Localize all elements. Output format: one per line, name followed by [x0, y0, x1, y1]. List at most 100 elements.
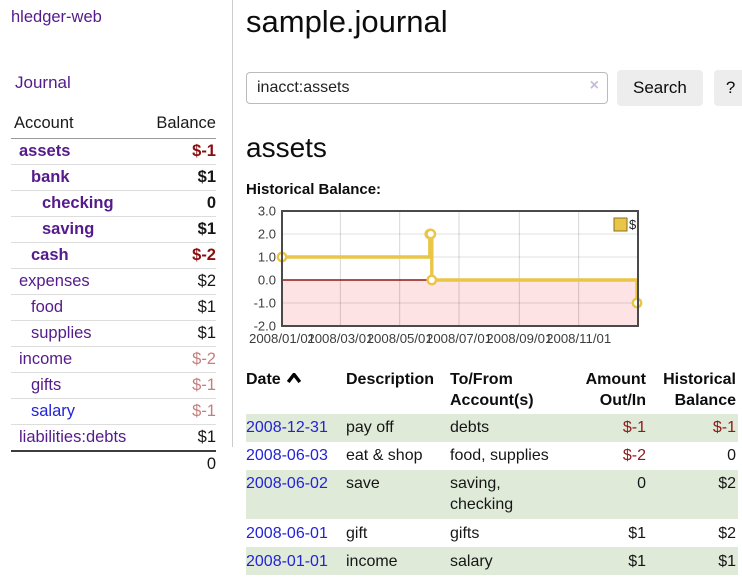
transaction-description: save [346, 475, 380, 493]
historical-balance-chart: 3.0 2.0 1.0 0.0 -1.0 -2.02008/01/012008/03/01… [249, 204, 643, 346]
svg-text:2008/07/01: 2008/07/01 [426, 331, 492, 346]
transaction-accounts: salary [450, 552, 493, 570]
account-balance: 0 [143, 190, 216, 217]
svg-text:2008/01/01: 2008/01/01 [249, 331, 315, 346]
account-row: food $1 [11, 294, 216, 321]
transaction-date-link[interactable]: 2008-06-01 [246, 524, 328, 542]
search-button[interactable]: Search [617, 70, 703, 106]
search-input[interactable] [246, 72, 608, 104]
svg-text:0.0: 0.0 [258, 273, 276, 288]
transaction-balance: 0 [727, 447, 736, 465]
transaction-row: 2008-12-31 pay off debts $-1 $-1 [246, 413, 738, 442]
accounts-total-row: 0 [11, 450, 216, 477]
transaction-accounts: debts [450, 419, 490, 437]
transaction-balance: $2 [718, 475, 736, 493]
register-col-amount: Amount Out/In [585, 371, 646, 409]
transaction-date-link[interactable]: 2008-06-03 [246, 447, 328, 465]
account-link-bank[interactable]: bank [31, 168, 70, 186]
transaction-description: pay off [346, 419, 394, 437]
transaction-description: gift [346, 524, 368, 542]
account-row: expenses $2 [11, 268, 216, 295]
account-balance: $1 [143, 294, 216, 321]
transaction-amount: $1 [628, 552, 646, 570]
transaction-row: 2008-06-02 save saving, checking 0 $2 [246, 469, 738, 520]
transaction-date-link[interactable]: 2008-06-02 [246, 475, 328, 493]
account-balance: $-1 [192, 142, 216, 160]
transaction-description: income [346, 552, 398, 570]
account-link-gifts[interactable]: gifts [31, 376, 62, 394]
accounts-col-balance: Balance [143, 112, 216, 139]
page-title: sample.journal [246, 4, 448, 39]
app-title-link[interactable]: hledger-web [11, 8, 102, 26]
account-row: salary $-1 [11, 398, 216, 425]
account-link-income[interactable]: income [19, 350, 73, 368]
register-col-accounts: To/From Account(s) [450, 371, 534, 409]
transaction-amount: 0 [637, 475, 646, 493]
legend-label: $ [629, 217, 637, 232]
svg-text:1.0: 1.0 [258, 250, 276, 265]
register-col-description: Description [346, 371, 435, 388]
accounts-col-account: Account [11, 112, 144, 139]
account-link-checking[interactable]: checking [42, 194, 114, 212]
register-col-date[interactable]: Date [246, 368, 346, 414]
account-balance: $1 [143, 424, 216, 451]
register-header-row: Date Description To/From Account(s) Amou… [246, 368, 738, 414]
transaction-date-link[interactable]: 2008-12-31 [246, 419, 328, 437]
account-row: bank $1 [11, 164, 216, 191]
account-link-assets[interactable]: assets [19, 142, 71, 160]
account-row: income $-2 [11, 346, 216, 373]
transaction-balance: $1 [718, 552, 736, 570]
transaction-row: 2008-01-01 income salary $1 $1 [246, 547, 738, 576]
svg-text:-1.0: -1.0 [254, 296, 276, 311]
clear-search-icon[interactable]: × [589, 77, 599, 94]
account-link-liabilities-debts[interactable]: liabilities:debts [19, 428, 127, 446]
account-link-salary[interactable]: salary [31, 402, 76, 420]
transaction-amount: $-2 [622, 447, 646, 465]
account-balance: $2 [143, 268, 216, 295]
svg-text:2008/11/01: 2008/11/01 [546, 331, 611, 346]
svg-text:2008/09/01: 2008/09/01 [486, 331, 552, 346]
account-balance: $-2 [143, 346, 216, 373]
account-link-food[interactable]: food [31, 298, 64, 316]
transaction-amount: $1 [628, 524, 646, 542]
search-bar: × Search ? [246, 70, 742, 106]
account-link-cash[interactable]: cash [31, 246, 69, 264]
svg-text:2008/05/01: 2008/05/01 [367, 331, 433, 346]
svg-text:-2.0: -2.0 [254, 319, 276, 334]
account-row: saving $1 [11, 216, 216, 243]
help-button[interactable]: ? [713, 70, 742, 106]
account-balance: $-1 [143, 398, 216, 425]
account-link-saving[interactable]: saving [42, 220, 95, 238]
account-link-expenses[interactable]: expenses [19, 272, 90, 290]
sidebar: hledger-web Journal Account Balance asse… [0, 0, 233, 477]
main-content: sample.journal × Search ? assets Histori… [233, 0, 742, 576]
account-heading: assets [246, 132, 327, 163]
account-link-supplies[interactable]: supplies [31, 324, 92, 342]
transaction-balance: $2 [718, 524, 736, 542]
svg-text:2.0: 2.0 [258, 227, 276, 242]
register-col-balance: Historical Balance [663, 371, 736, 409]
search-input-wrap: × [246, 72, 608, 104]
account-balance: $1 [143, 164, 216, 191]
legend-swatch [613, 217, 628, 232]
transaction-date-link[interactable]: 2008-01-01 [246, 552, 328, 570]
account-row: checking 0 [11, 190, 216, 217]
account-row: gifts $-1 [11, 372, 216, 399]
transaction-accounts: gifts [450, 524, 480, 542]
account-row: cash $-2 [11, 242, 216, 269]
transaction-row: 2008-06-03 eat & shop food, supplies $-2 0 [246, 442, 738, 470]
transaction-row: 2008-06-01 gift gifts $1 $2 [246, 519, 738, 547]
sidebar-item-journal[interactable]: Journal [15, 73, 71, 92]
transaction-accounts: food, supplies [450, 447, 549, 465]
transaction-balance: $-1 [712, 419, 736, 437]
account-balance: $-2 [143, 242, 216, 269]
account-balance: $-1 [143, 372, 216, 399]
register-table: Date Description To/From Account(s) Amou… [246, 368, 738, 576]
chart-section-label: Historical Balance: [246, 181, 382, 198]
transaction-description: eat & shop [346, 447, 423, 465]
account-balance: $1 [143, 320, 216, 347]
account-balance: $1 [143, 216, 216, 243]
transaction-amount: $-1 [622, 419, 646, 437]
account-row: assets $-1 [11, 139, 216, 165]
sort-chevron-up-icon [286, 371, 301, 384]
